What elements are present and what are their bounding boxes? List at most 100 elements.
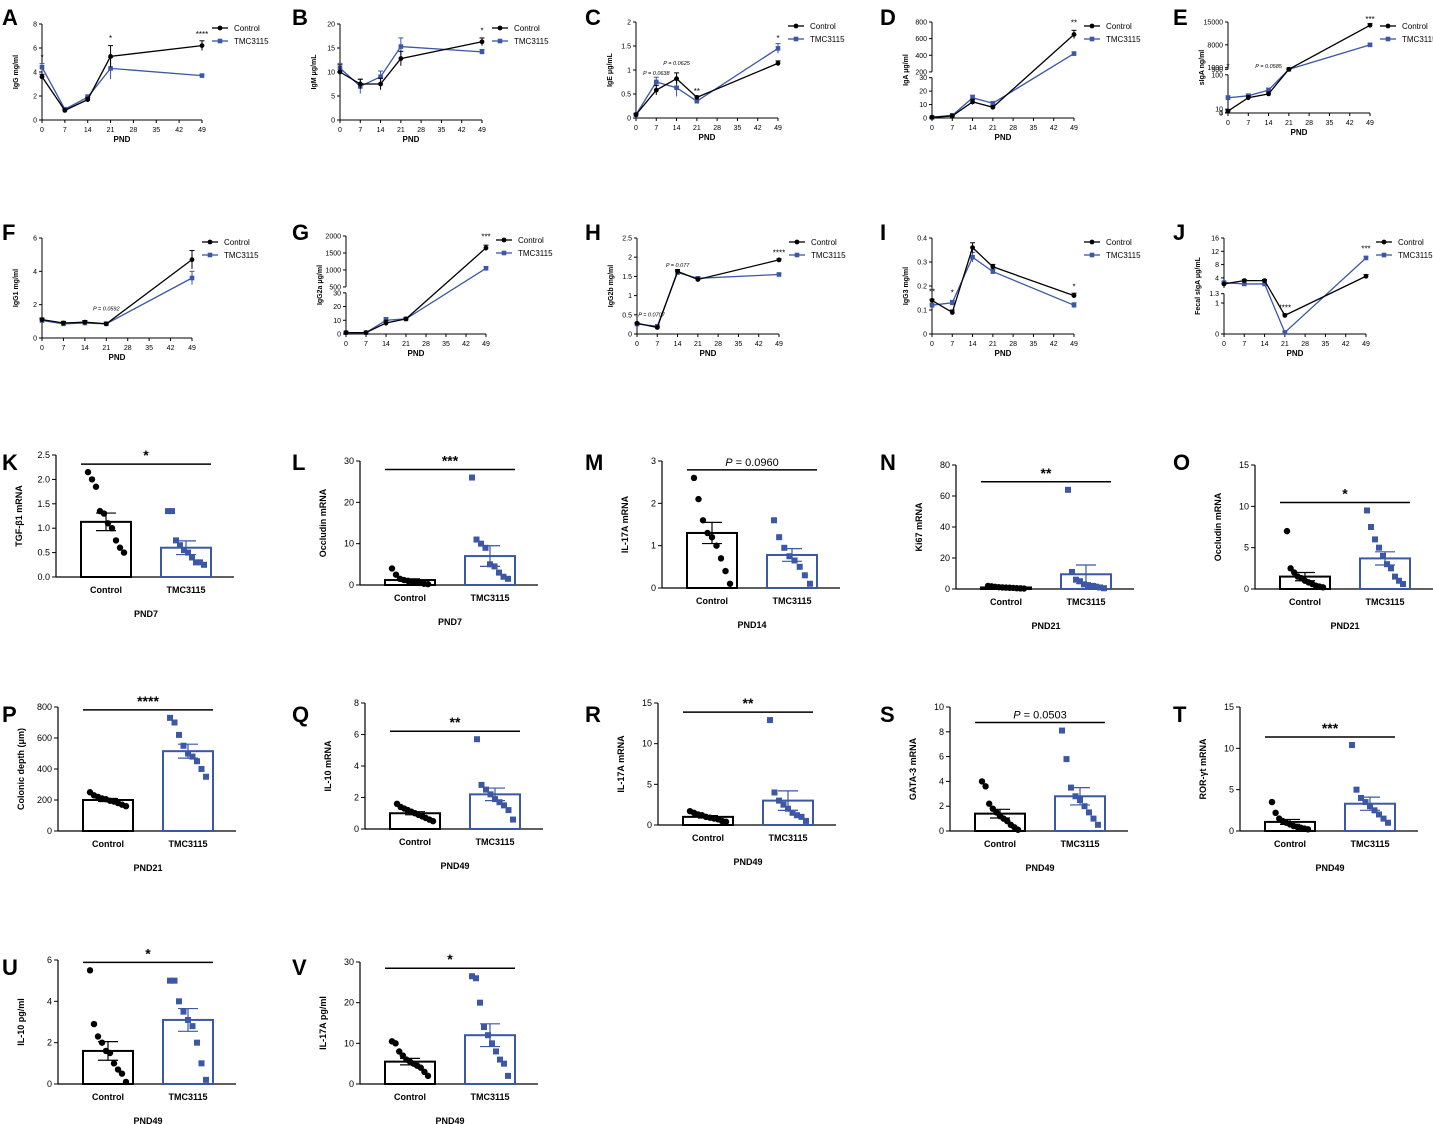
category-label: Control (984, 839, 1016, 849)
data-point (108, 66, 113, 71)
y-tick-label: 30 (333, 290, 341, 297)
significance-label: *** (481, 232, 490, 241)
significance-label: ** (450, 714, 461, 730)
x-tick-label: 7 (63, 127, 67, 134)
x-tick-label: 14 (1265, 120, 1273, 127)
y-tick-label: 60 (940, 491, 950, 501)
data-point (776, 257, 782, 263)
panel-letter: D (880, 5, 896, 30)
panel-subtitle: PND21 (133, 863, 162, 873)
data-point (203, 773, 209, 780)
x-tick-label: 0 (635, 341, 639, 348)
data-point (398, 56, 404, 61)
category-label: TMC3115 (475, 837, 514, 847)
data-point (970, 245, 975, 251)
y-tick-label: 2 (651, 498, 656, 508)
panel-subtitle: PND49 (133, 1116, 162, 1124)
data-point (1077, 797, 1083, 803)
significance-label: * (143, 447, 149, 463)
data-point (1388, 565, 1394, 572)
significance-label: ** (1041, 465, 1052, 481)
series-line (931, 33, 1075, 118)
legend-label-tmc: TMC3115 (518, 249, 553, 258)
y-tick-label: 0.5 (621, 92, 631, 99)
y-tick-label: 6 (33, 46, 37, 53)
data-point (469, 973, 475, 980)
x-tick-label: 7 (654, 125, 658, 132)
data-point (487, 561, 493, 568)
significance-label: * (1342, 485, 1348, 501)
category-label: Control (92, 1092, 124, 1102)
panel-letter: B (292, 5, 308, 30)
y-tick-label: 15000 (1204, 20, 1224, 27)
x-tick-label: 21 (694, 341, 702, 348)
y-tick-label: 0 (1215, 332, 1219, 339)
x-tick-label: 21 (1285, 120, 1293, 127)
legend-marker-control (1381, 239, 1387, 245)
data-point (100, 510, 108, 517)
category-label: TMC3115 (768, 833, 807, 843)
data-point (39, 64, 45, 70)
y-tick-label: 4 (354, 761, 359, 771)
legend-marker-tmc (1089, 36, 1095, 42)
bar (162, 750, 214, 832)
data-point (1241, 281, 1247, 287)
y-tick-label: 2 (354, 793, 359, 803)
data-point (85, 97, 91, 102)
panel-letter: I (880, 220, 886, 245)
data-point (1286, 66, 1292, 72)
y-axis-label: IL-17A mRNA (620, 495, 630, 553)
y-tick-label: 30 (919, 75, 927, 82)
panel-o: O 0 5 10 15 Occludin mRNA Control TMC3115 * PND21 (1173, 450, 1433, 631)
data-point (189, 1023, 196, 1030)
data-point (357, 81, 363, 87)
panel-letter: P (2, 702, 17, 727)
data-point (1069, 568, 1075, 575)
data-point (1380, 552, 1386, 559)
legend-marker-tmc (1385, 36, 1391, 42)
legend-label-tmc: TMC3115 (1106, 35, 1141, 44)
data-point (798, 813, 805, 820)
data-point (392, 1040, 399, 1047)
data-point (1385, 819, 1391, 826)
y-axis-label: IgG mg/ml (13, 55, 20, 89)
y-axis-label: sIgA ng/ml (1199, 50, 1206, 86)
category-label: TMC3115 (168, 839, 207, 849)
x-tick-label: 42 (755, 341, 763, 348)
legend-marker-tmc (207, 252, 213, 258)
y-tick-label: 6 (354, 730, 359, 740)
x-tick-label: 35 (442, 341, 450, 348)
data-point (726, 580, 734, 587)
y-axis-label: GATA-3 mRNA (908, 737, 918, 800)
data-point (776, 534, 783, 541)
y-tick-label: 10 (333, 318, 341, 325)
y-axis-label: IL-10 pg/ml (16, 998, 26, 1046)
data-point (990, 104, 996, 110)
x-tick-label: 35 (152, 127, 160, 134)
y-tick-label: 20 (940, 553, 950, 563)
y-tick-label: 1000 (1207, 65, 1223, 72)
data-point (424, 1072, 432, 1080)
data-point (796, 563, 803, 570)
panel-subtitle: PND49 (435, 1116, 464, 1124)
legend-label-tmc: TMC3115 (224, 251, 259, 260)
panel-b: B 0 7 14 21 28 35 42 49 0 5 10 15 20 PND IgM μg/mL * Cont… (292, 5, 549, 144)
panel-p: P 0 200 400 600 800 Colonic depth (μm) Control T… (2, 693, 236, 873)
panel-m: M 0 1 2 3 IL-17A mRNA Control TMC3115 P = 0.0960… (585, 450, 840, 630)
category-label: TMC3115 (1066, 597, 1105, 607)
data-point (1077, 578, 1083, 585)
panel-letter: L (292, 450, 305, 475)
x-tick-label: 14 (377, 127, 385, 134)
y-tick-label: 1500 (325, 250, 341, 257)
category-label: TMC3115 (1350, 839, 1389, 849)
data-point (86, 967, 94, 974)
series-line (41, 259, 193, 325)
x-tick-label: 0 (1222, 341, 1226, 348)
x-tick-label: 35 (1326, 120, 1334, 127)
data-point (496, 569, 502, 576)
x-tick-label: 7 (364, 341, 368, 348)
y-tick-label: 20 (919, 89, 927, 96)
data-point (189, 257, 195, 263)
panel-letter: G (292, 220, 309, 245)
y-tick-label: 0 (939, 826, 944, 836)
